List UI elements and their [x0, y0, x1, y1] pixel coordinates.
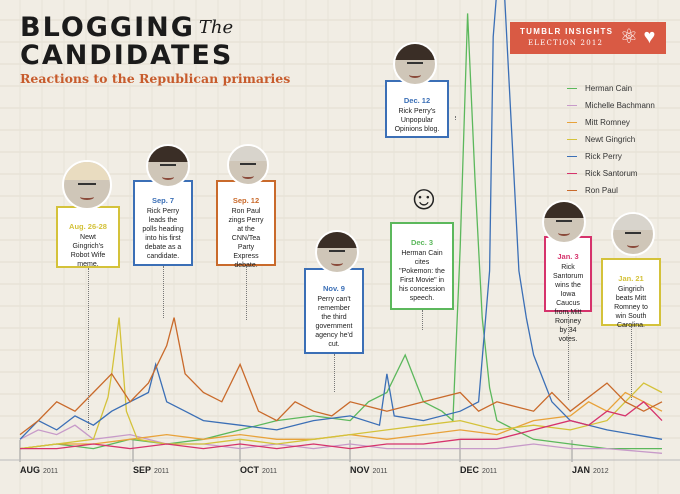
legend-item: Newt Gingrich	[567, 131, 655, 148]
page-title: BLOGGING The CANDIDATES	[20, 14, 233, 71]
annotation-card: Jan. 3 Rick Santorum wins the Iowa Caucus…	[544, 236, 592, 343]
legend-swatch	[567, 87, 577, 90]
pikachu-icon: ☺	[406, 179, 442, 217]
legend-label: Mitt Romney	[585, 118, 630, 127]
annotation-connector	[631, 326, 632, 400]
annotation-text: Perry can't remember the third governmen…	[315, 296, 353, 348]
annotation-connector	[568, 312, 569, 400]
series-line-rick-perry	[19, 0, 663, 440]
legend-label: Newt Gingrich	[585, 135, 636, 144]
legend-label: Ron Paul	[585, 186, 618, 195]
x-tick-label: JAN 2012	[572, 465, 609, 475]
annotation-connector	[455, 116, 456, 120]
tick-year: 2012	[593, 468, 609, 475]
candidate-photo	[611, 212, 655, 256]
legend-label: Rick Santorum	[585, 169, 638, 178]
annotation-card: Sep. 12 Ron Paul zings Perry at the CNN/T…	[216, 180, 276, 269]
annotation-connector	[88, 268, 89, 430]
title-line1: BLOGGING	[20, 12, 195, 43]
legend-item: Mitt Romney	[567, 114, 655, 131]
legend-swatch	[567, 155, 577, 158]
tick-month: NOV	[350, 465, 370, 475]
series-line-ron-paul	[19, 317, 663, 436]
annotation-card: Aug. 26-28 Newt Gingrich's Robot Wife mem…	[56, 206, 120, 268]
annotation-text: Rick Perry's Unpopular Opinions blog.	[394, 108, 440, 133]
x-tick-label: NOV 2011	[350, 465, 388, 475]
annotation-card: Nov. 9 Perry can't remember the third gov…	[304, 268, 364, 354]
annotation-text: Ron Paul zings Perry at the CNN/Tea Part…	[228, 208, 264, 269]
series-line-rick-santorum	[20, 400, 663, 450]
annotation-text: Newt Gingrich's Robot Wife meme.	[70, 234, 106, 268]
brand-line1: TUMBLR INSIGHTS	[520, 27, 614, 36]
candidate-photo	[227, 144, 269, 186]
tick-month: SEP	[133, 465, 152, 475]
x-tick-label: SEP 2011	[133, 465, 169, 475]
annotation-connector	[163, 266, 164, 318]
legend-item: Ron Paul	[567, 182, 655, 199]
annotation-card: Dec. 3 Herman Cain cites "Pokemon: the Fi…	[390, 222, 454, 310]
annotation-text: Gingrich beats Mitt Romney to win South …	[614, 286, 648, 329]
tick-year: 2011	[482, 468, 498, 475]
annotation-connector	[334, 354, 335, 392]
annotation-text: Rick Perry leads the polls heading into …	[142, 208, 184, 260]
annotation-date: Aug. 26-28	[69, 222, 107, 231]
legend-label: Rick Perry	[585, 152, 622, 161]
annotation-date: Dec. 12	[403, 96, 431, 105]
tick-month: JAN	[572, 465, 591, 475]
series-line-herman-cain	[19, 13, 662, 450]
annotation-connector	[422, 310, 423, 330]
annotation-card: Dec. 12 Rick Perry's Unpopular Opinions b…	[385, 80, 449, 138]
series-line-newt-gingrich	[19, 317, 663, 450]
annotation-date: Nov. 9	[323, 284, 345, 293]
brand-badge: TUMBLR INSIGHTS ELECTION 2012 ⚛ ♥	[510, 22, 666, 54]
legend-item: Rick Santorum	[567, 165, 655, 182]
tick-year: 2011	[154, 468, 170, 475]
tick-month: DEC	[460, 465, 480, 475]
annotation-card: Jan. 21 Gingrich beats Mitt Romney to win…	[601, 258, 661, 329]
title-line2: CANDIDATES	[20, 40, 234, 71]
series-layer	[19, 0, 663, 454]
tick-year: 2011	[262, 468, 278, 475]
legend-item: Herman Cain	[567, 80, 655, 97]
legend-swatch	[567, 172, 577, 175]
candidate-photo	[315, 230, 359, 274]
legend: Herman Cain Michelle Bachmann Mitt Romney N…	[567, 80, 655, 199]
candidate-photo	[542, 200, 586, 244]
annotation-date: Jan. 21	[618, 274, 644, 283]
candidate-photo	[146, 144, 190, 188]
legend-item: Rick Perry	[567, 148, 655, 165]
brand-line2: ELECTION 2012	[528, 39, 604, 47]
annotation-text: Herman Cain cites "Pokemon: the First Mo…	[399, 250, 445, 302]
legend-item: Michelle Bachmann	[567, 97, 655, 114]
annotation-card: Sep. 7 Rick Perry leads the polls heading…	[133, 180, 193, 266]
annotation-date: Jan. 3	[557, 252, 579, 261]
tick-year: 2011	[43, 468, 59, 475]
candidate-photo	[62, 160, 112, 210]
annotation-date: Sep. 7	[151, 196, 175, 205]
x-tick-label: AUG 2011	[20, 465, 58, 475]
legend-swatch	[567, 104, 577, 107]
legend-label: Michelle Bachmann	[585, 101, 655, 110]
tick-month: OCT	[240, 465, 259, 475]
legend-label: Herman Cain	[585, 84, 633, 93]
candidate-photo	[393, 42, 437, 86]
annotation-date: Dec. 3	[410, 238, 434, 247]
atom-heart-icon: ⚛ ♥	[620, 26, 656, 48]
title-the: The	[198, 17, 234, 38]
x-tick-label: DEC 2011	[460, 465, 497, 475]
tick-month: AUG	[20, 465, 40, 475]
annotation-date: Sep. 12	[232, 196, 260, 205]
annotation-connector	[246, 266, 247, 320]
x-tick-label: OCT 2011	[240, 465, 277, 475]
tick-year: 2011	[372, 468, 388, 475]
legend-swatch	[567, 189, 577, 192]
subtitle: Reactions to the Republican primaries	[20, 71, 291, 86]
legend-swatch	[567, 138, 577, 141]
series-line-mitt-romney	[19, 391, 663, 450]
legend-swatch	[567, 121, 577, 124]
